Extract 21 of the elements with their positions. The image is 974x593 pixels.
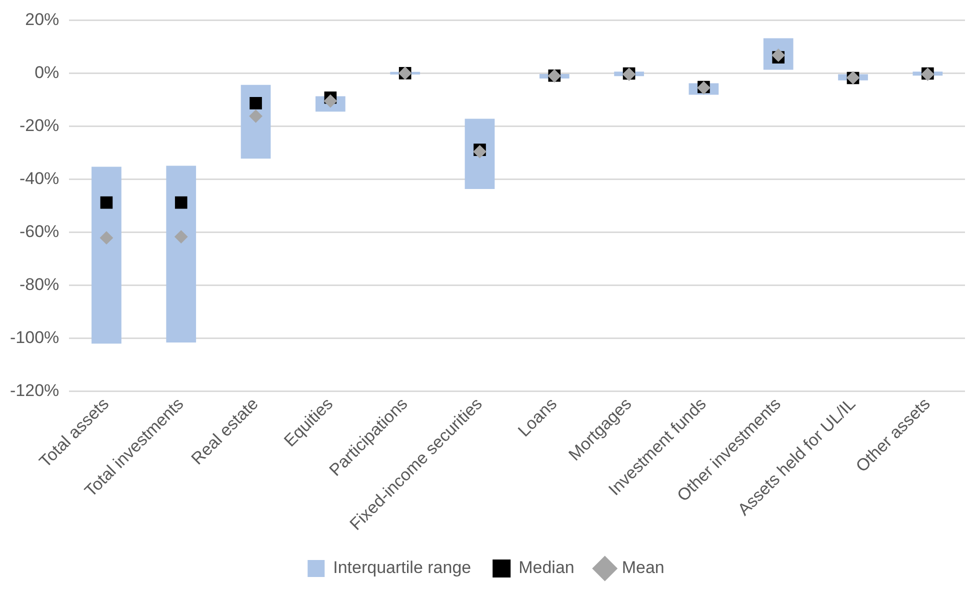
y-tick-label: -40% — [19, 168, 60, 188]
legend-label: Interquartile range — [333, 558, 472, 578]
bar — [166, 166, 196, 343]
y-tick-label: -120% — [10, 381, 60, 400]
legend-label: Mean — [622, 558, 664, 578]
y-tick-label: -20% — [19, 116, 60, 135]
point — [174, 230, 188, 244]
point — [473, 145, 486, 158]
legend-label: Median — [518, 558, 574, 578]
bar — [92, 166, 122, 344]
y-tick-label: -100% — [10, 328, 60, 347]
point — [100, 231, 113, 244]
point — [249, 110, 262, 123]
bar — [464, 118, 495, 190]
y-tick-label: 0% — [34, 62, 60, 82]
point — [100, 196, 113, 209]
point — [250, 97, 262, 110]
y-tick-label: -60% — [19, 222, 60, 241]
y-tick-label: 20% — [25, 10, 60, 29]
point — [174, 196, 188, 209]
y-tick-label: -80% — [19, 274, 60, 294]
